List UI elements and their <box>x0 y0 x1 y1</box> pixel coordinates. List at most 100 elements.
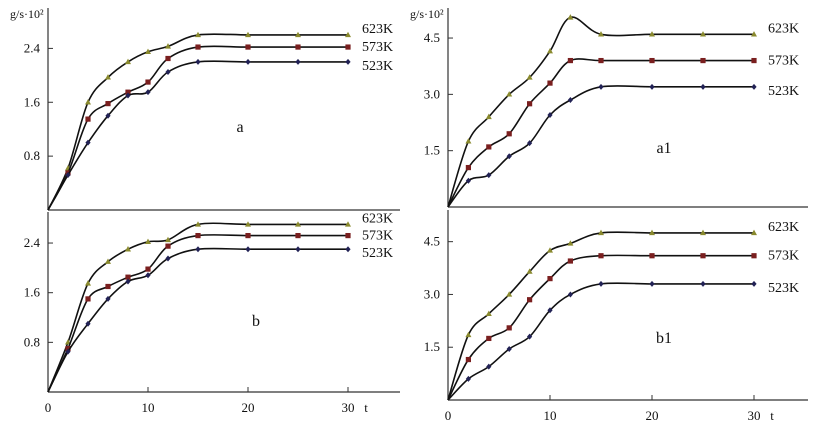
series-label: 523K <box>362 59 393 74</box>
data-point-diamond <box>145 272 151 279</box>
data-point-square <box>527 101 533 107</box>
data-point-triangle <box>649 31 655 37</box>
data-point-diamond <box>486 363 492 370</box>
data-point-triangle <box>345 221 351 227</box>
data-point-diamond <box>506 153 512 160</box>
data-point-square <box>245 232 251 239</box>
data-point-triangle <box>145 238 151 244</box>
data-point-triangle <box>547 247 553 253</box>
data-point-square <box>85 116 91 122</box>
data-point-diamond <box>345 246 351 253</box>
data-point-diamond <box>195 246 201 253</box>
data-point-square <box>506 131 512 137</box>
data-point-square <box>465 356 471 363</box>
x-tick-label: 10 <box>544 408 557 423</box>
data-point-square <box>649 253 655 259</box>
series-curve <box>47 45 348 211</box>
data-point-triangle <box>526 74 533 80</box>
data-point-square <box>345 232 351 239</box>
data-point-triangle <box>700 229 706 236</box>
x-tick-label: 0 <box>445 408 452 423</box>
series-label: 623K <box>362 22 393 37</box>
data-point-triangle <box>85 99 91 105</box>
data-point-triangle <box>195 31 201 38</box>
data-point-square <box>751 253 757 259</box>
data-point-square <box>85 296 91 302</box>
data-point-triangle <box>145 48 151 54</box>
data-point-square <box>649 57 655 64</box>
series-label: 523K <box>768 84 799 99</box>
data-point-square <box>345 44 351 50</box>
panel-b: 0.8 1.6 2.4 0 10 20 30 t b 623K 573K 523K <box>24 211 400 415</box>
series-curve <box>47 60 348 211</box>
panel-a1: 1.5 3.0 4.5 g/s·10² a1 623K 573K 523K <box>410 7 808 208</box>
series-label: 623K <box>362 211 393 226</box>
x-tick-label: 0 <box>45 400 52 415</box>
data-point-diamond <box>486 172 492 179</box>
data-point-triangle <box>465 138 472 144</box>
data-point-diamond <box>165 68 171 75</box>
data-point-diamond <box>465 177 471 184</box>
series-label: 573K <box>362 229 393 244</box>
data-point-square <box>465 164 471 171</box>
data-point-triangle <box>567 14 574 20</box>
data-point-diamond <box>165 255 171 262</box>
data-point-square <box>547 80 553 86</box>
data-point-triangle <box>105 74 111 80</box>
y-tick-label: 2.4 <box>24 40 41 55</box>
data-point-square <box>700 253 706 259</box>
data-point-square <box>506 325 512 331</box>
data-point-diamond <box>598 83 604 90</box>
data-point-triangle <box>465 331 472 338</box>
series-curve <box>447 16 754 208</box>
series-curve <box>447 85 754 208</box>
data-point-square <box>165 243 171 249</box>
data-point-square <box>598 253 604 259</box>
data-point-diamond <box>345 58 351 65</box>
data-point-diamond <box>295 246 301 253</box>
data-point-square <box>165 55 171 62</box>
data-point-triangle <box>506 291 513 297</box>
data-point-diamond <box>65 171 71 178</box>
data-point-triangle <box>485 310 492 316</box>
data-point-diamond <box>105 295 111 302</box>
data-point-triangle <box>598 31 604 37</box>
data-point-diamond <box>245 58 251 65</box>
panel-label: a1 <box>656 140 671 157</box>
data-point-square <box>567 57 573 64</box>
data-point-square <box>567 258 573 264</box>
x-tick-label: 30 <box>342 400 355 415</box>
panel-label: b1 <box>656 330 672 347</box>
x-tick-label: 30 <box>748 408 761 423</box>
y-tick-label: 1.6 <box>24 285 41 300</box>
data-point-triangle <box>125 58 131 65</box>
data-point-diamond <box>295 58 301 65</box>
data-point-square <box>195 44 201 50</box>
data-point-triangle <box>567 240 574 246</box>
data-point-diamond <box>85 139 91 146</box>
data-point-triangle <box>195 221 201 227</box>
data-point-triangle <box>700 31 706 37</box>
data-point-diamond <box>506 345 512 352</box>
y-tick-label: 3.0 <box>424 86 440 101</box>
panel-a: 0.8 1.6 2.4 g/s·10² a 623K 573K 523K <box>10 7 400 211</box>
data-point-square <box>145 79 151 85</box>
data-point-square <box>295 44 301 50</box>
y-tick-label: 1.5 <box>424 143 440 158</box>
data-point-diamond <box>125 92 131 99</box>
series-label: 623K <box>768 220 799 235</box>
data-point-triangle <box>295 221 301 227</box>
data-point-square <box>65 345 71 352</box>
y-tick-label: 0.8 <box>24 148 40 163</box>
panel-label: a <box>236 119 243 136</box>
data-point-triangle <box>165 43 171 49</box>
series-label: 523K <box>768 281 799 296</box>
panel-label: b <box>252 313 260 330</box>
data-point-square <box>700 57 706 64</box>
data-point-diamond <box>527 333 533 340</box>
series-curve <box>47 247 348 393</box>
y-tick-label: 4.5 <box>424 30 440 45</box>
data-point-triangle <box>506 91 513 97</box>
data-point-square <box>125 89 131 95</box>
data-point-diamond <box>465 375 471 382</box>
